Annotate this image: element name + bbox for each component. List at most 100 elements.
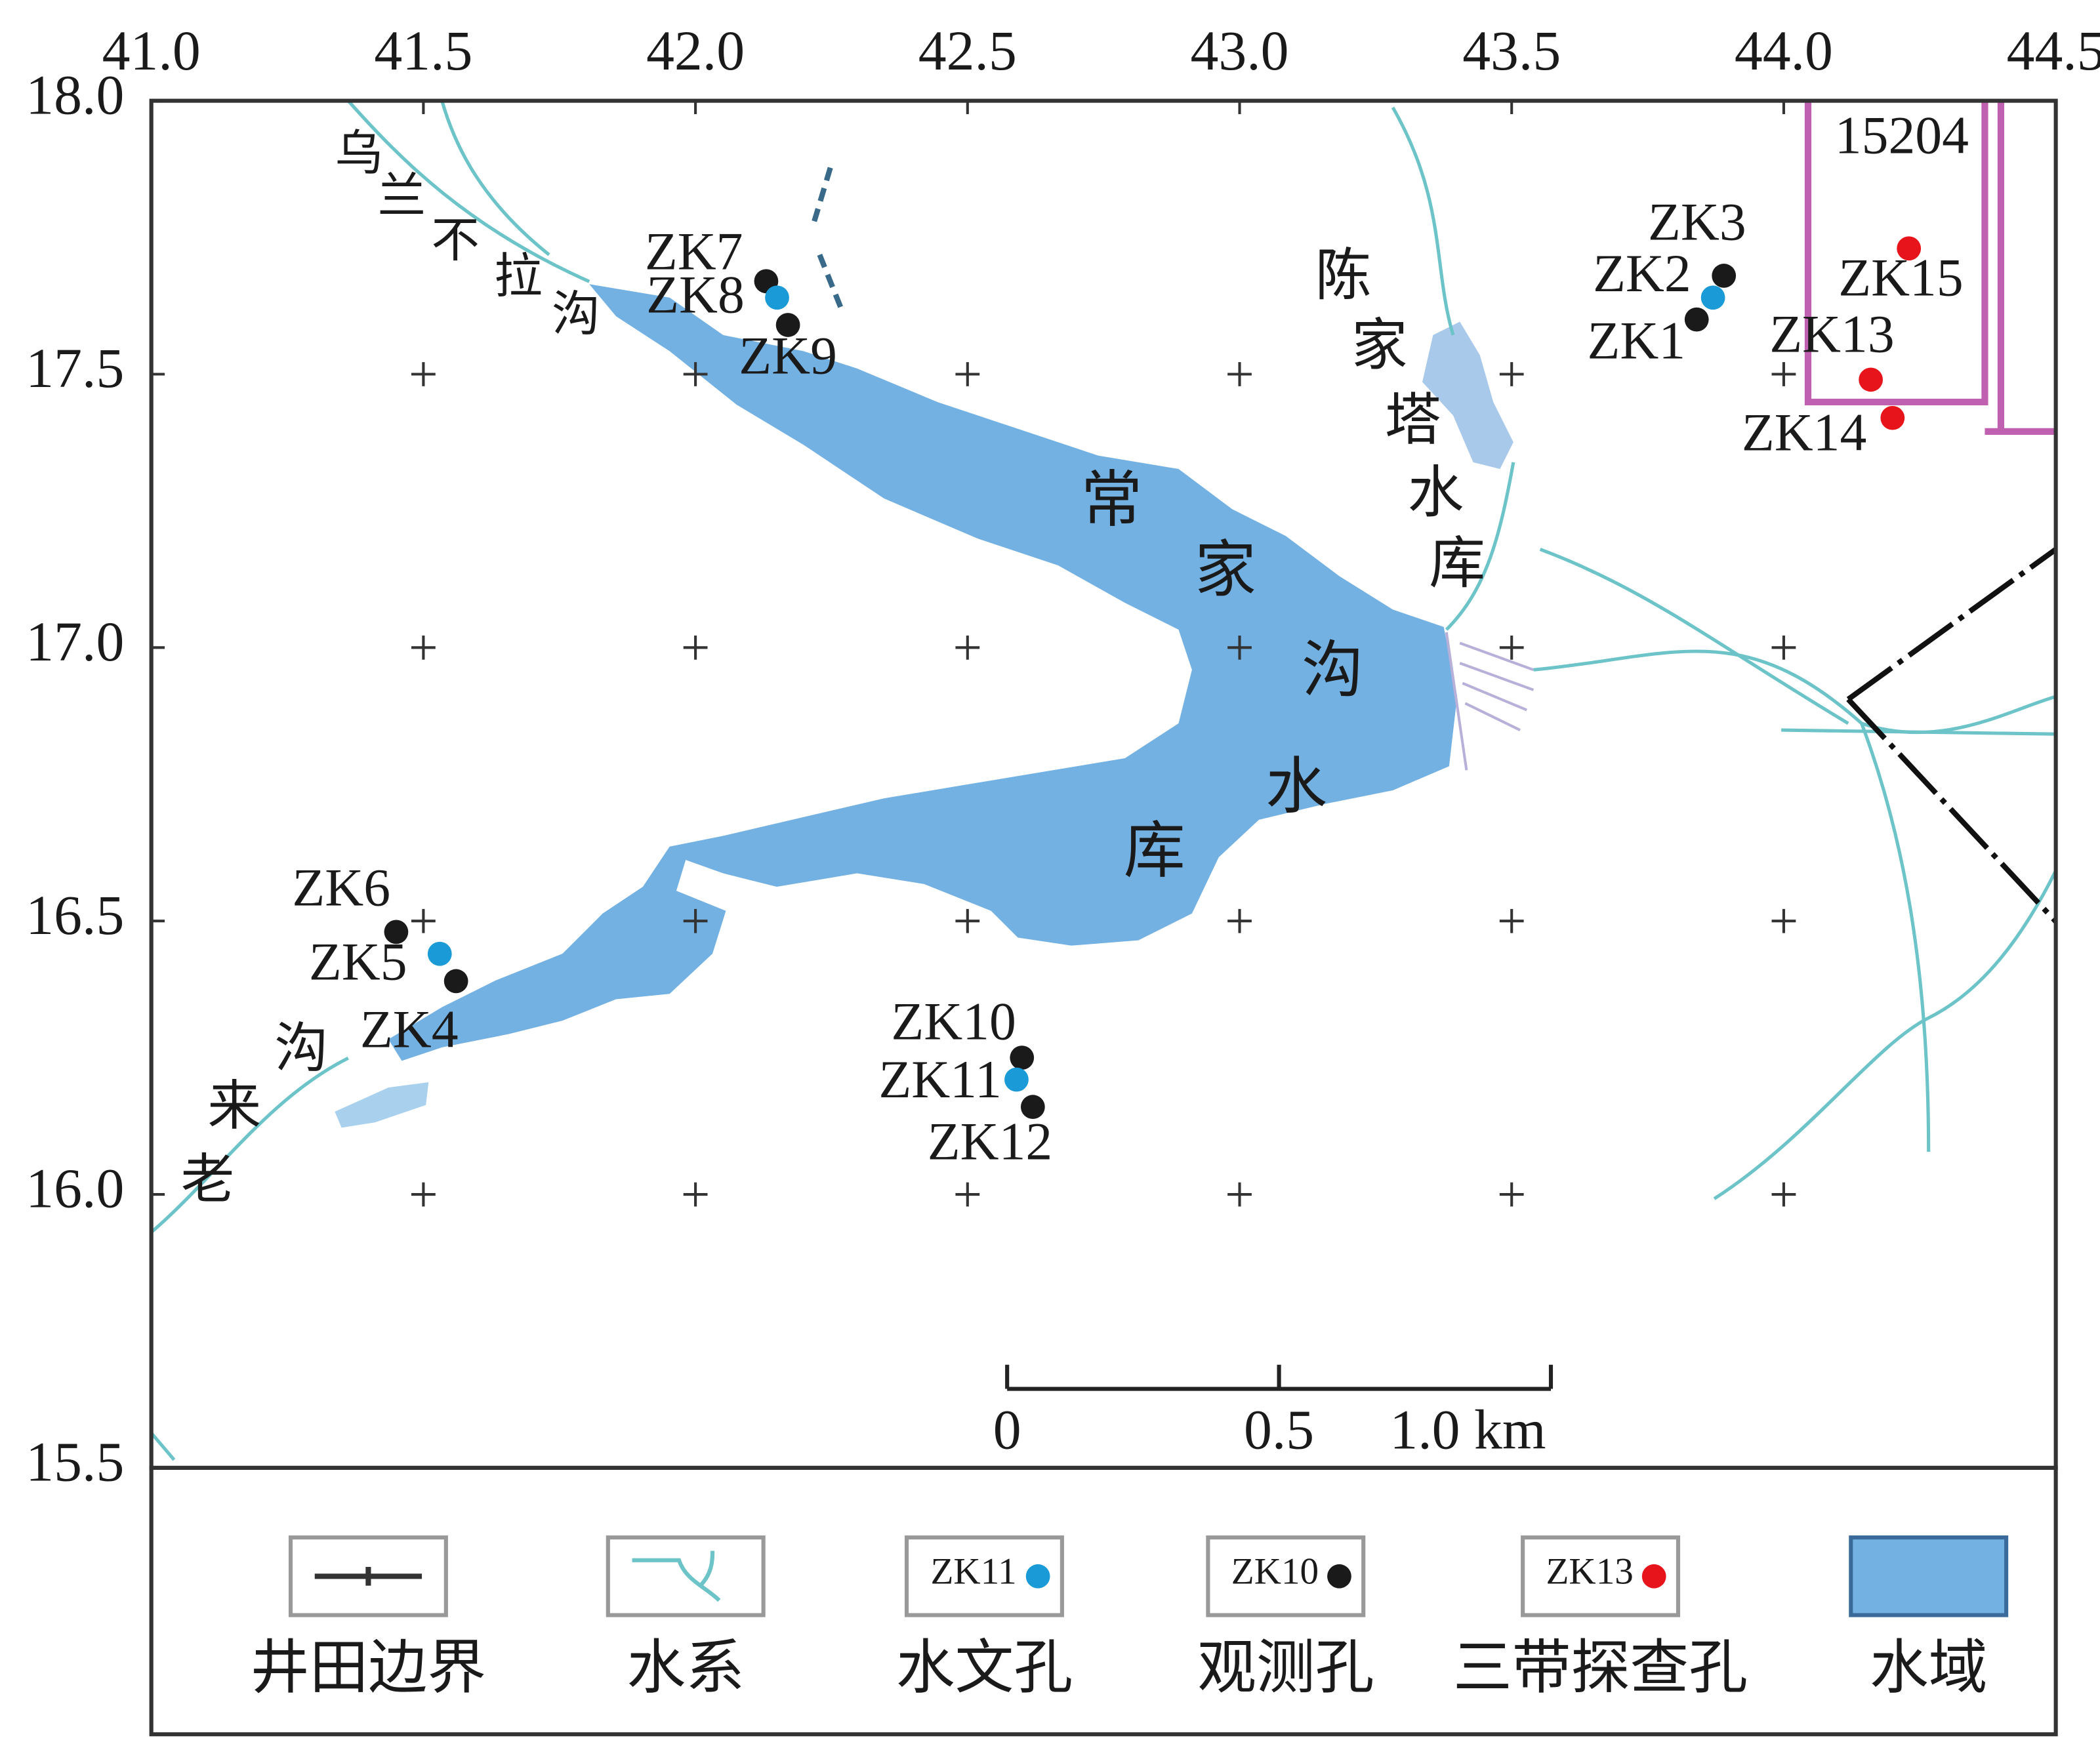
grid-cross <box>1499 1182 1524 1207</box>
grid-cross <box>1771 635 1796 660</box>
y-tick-label: 17.5 <box>26 337 124 399</box>
grid-cross <box>1227 908 1252 933</box>
legend-label: 水域 <box>1870 1636 1988 1701</box>
x-tick-label: 41.0 <box>102 20 201 82</box>
scale-label: 0 <box>993 1399 1021 1461</box>
borehole-label: ZK13 <box>1769 304 1894 363</box>
small-lake <box>1422 321 1513 470</box>
borehole-label: ZK1 <box>1588 311 1686 371</box>
borehole-label: ZK10 <box>891 991 1016 1051</box>
y-tick-label: 15.5 <box>26 1431 124 1493</box>
borehole <box>1004 1067 1029 1092</box>
dam <box>1445 632 1534 771</box>
y-tick-label: 18.0 <box>26 64 124 126</box>
grid-cross <box>1499 908 1524 933</box>
y-tick-label: 16.5 <box>26 884 124 946</box>
grid-cross <box>1771 908 1796 933</box>
grid-cross <box>683 1182 708 1207</box>
legend-item: 水文孔 ZK11 <box>896 1535 1073 1701</box>
borehole <box>765 285 789 310</box>
mine-label: 15204 <box>1835 106 1969 165</box>
borehole-label: ZK7 <box>645 222 743 281</box>
borehole-label: ZK5 <box>309 931 407 991</box>
grid-cross <box>411 1182 436 1207</box>
grid-cross <box>1499 362 1524 386</box>
scale-label: 0.5 <box>1244 1399 1314 1461</box>
place-name: 乌兰不拉沟 <box>335 127 600 340</box>
grid-cross <box>1499 635 1524 660</box>
borehole-label: ZK15 <box>1838 248 1963 308</box>
legend-box <box>606 1535 766 1617</box>
legend-sample: ZK10 <box>1231 1551 1319 1592</box>
grid-cross <box>1771 1182 1796 1207</box>
grid-cross <box>1227 635 1252 660</box>
grid-cross <box>411 362 436 386</box>
legend-label: 水系 <box>627 1636 745 1701</box>
grid-cross <box>1771 362 1796 386</box>
place-name: 老来沟 <box>181 1019 329 1209</box>
borehole <box>1880 405 1905 430</box>
y-tick-label: 17.0 <box>26 611 124 673</box>
mine-boundary <box>1804 100 2056 435</box>
grid-cross <box>955 362 980 386</box>
legend-sample: ZK11 <box>931 1551 1017 1592</box>
place-name: 陈家塔水库 <box>1315 245 1485 595</box>
legend-sample: ZK13 <box>1546 1551 1634 1592</box>
legend-dot <box>1327 1564 1351 1589</box>
borehole-label: ZK3 <box>1648 192 1746 252</box>
legend-item: 井田边界 <box>251 1535 486 1701</box>
legend-label: 三带探查孔 <box>1453 1636 1748 1701</box>
grid-cross <box>955 908 980 933</box>
legend-box <box>1849 1535 2009 1617</box>
x-tick-label: 43.5 <box>1462 20 1561 82</box>
dynamic-layer: 41.0 41.5 42.0 42.5 43.0 43.5 44.0 44.5 15.5 16.0… <box>26 20 2100 1701</box>
borehole-label: ZK2 <box>1593 243 1691 303</box>
pond <box>335 1082 429 1128</box>
legend-dot <box>1641 1564 1666 1589</box>
borehole <box>1684 307 1709 332</box>
borehole <box>1712 264 1737 288</box>
legend-label: 水文孔 <box>896 1636 1073 1701</box>
borehole <box>1700 285 1725 310</box>
grid-cross <box>683 908 708 933</box>
borehole <box>1010 1045 1035 1070</box>
borehole-label: ZK9 <box>739 325 837 385</box>
y-tick-label: 16.0 <box>26 1158 124 1220</box>
dashed-stream <box>812 167 844 310</box>
legend-line <box>314 1567 422 1586</box>
grid-cross <box>1227 1182 1252 1207</box>
legend-river <box>632 1551 721 1602</box>
x-tick-label: 42.5 <box>918 20 1017 82</box>
legend-item: 观测孔 ZK10 <box>1197 1535 1374 1701</box>
legend-item: 水系 <box>606 1535 766 1701</box>
legend-item: 水域 <box>1849 1535 2009 1701</box>
borehole-label: ZK6 <box>292 857 390 917</box>
rivers <box>150 99 2057 1461</box>
grid-cross <box>411 635 436 660</box>
grid-cross <box>683 362 708 386</box>
grid-cross <box>683 635 708 660</box>
lake <box>388 284 1458 1061</box>
place-name: 常家沟水库 <box>1081 466 1363 885</box>
x-tick-label: 43.0 <box>1190 20 1288 82</box>
grid-cross <box>955 1182 980 1207</box>
x-tick-label: 44.0 <box>1735 20 1833 82</box>
grid-cross <box>1227 362 1252 386</box>
borehole <box>443 969 468 994</box>
legend-frame <box>149 1465 2058 1737</box>
x-tick-label: 41.5 <box>374 20 472 82</box>
scale-label: 1.0 km <box>1390 1399 1546 1461</box>
borehole-label: ZK4 <box>360 999 459 1059</box>
borehole <box>1897 236 1922 261</box>
borehole-label: ZK14 <box>1742 403 1866 462</box>
grid-cross <box>955 635 980 660</box>
legend-label: 井田边界 <box>251 1636 486 1701</box>
x-tick-label: 42.0 <box>646 20 745 82</box>
legend-label: 观测孔 <box>1197 1636 1374 1701</box>
grid-cross <box>411 908 436 933</box>
borehole <box>1859 367 1884 392</box>
x-tick-label: 44.5 <box>2007 20 2100 82</box>
borehole <box>775 313 800 337</box>
